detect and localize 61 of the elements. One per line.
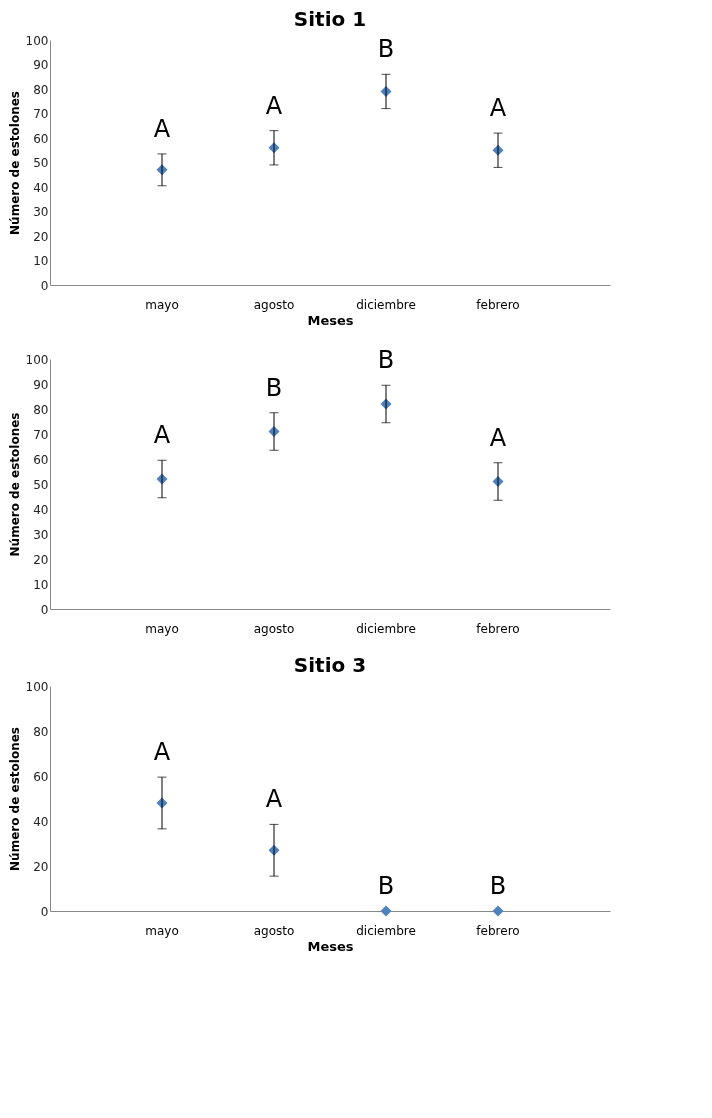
x-axis-title: Meses: [307, 938, 354, 954]
annotation: B: [377, 346, 395, 375]
y-tick-label: 100: [25, 352, 49, 367]
annotation: A: [153, 114, 171, 143]
annotation: A: [265, 785, 283, 814]
annotation: A: [265, 91, 283, 120]
y-tick-label: 60: [33, 131, 49, 146]
x-tick-label: diciembre: [356, 923, 416, 938]
annotation: B: [377, 872, 395, 900]
x-tick-label: agosto: [253, 621, 295, 636]
y-tick-label: 20: [33, 859, 49, 874]
chart-title: Sitio 1: [293, 7, 367, 31]
chart-title: Sitio 3: [293, 653, 367, 677]
y-tick-label: 20: [33, 229, 49, 244]
annotation: B: [265, 373, 283, 402]
y-tick-label: 90: [33, 58, 49, 72]
x-tick-label: diciembre: [356, 297, 416, 312]
x-tick-label: febrero: [476, 297, 520, 312]
y-axis-title: Número de estolones: [7, 91, 22, 235]
y-tick-label: 60: [33, 769, 49, 784]
x-tick-label: febrero: [476, 923, 520, 938]
y-tick-label: 0: [40, 602, 49, 617]
x-tick-label: mayo: [145, 297, 179, 312]
y-tick-label: 10: [33, 254, 49, 268]
x-tick-label: mayo: [145, 621, 179, 636]
y-tick-label: 70: [33, 427, 49, 442]
y-tick-label: 30: [33, 527, 49, 542]
y-tick-label: 50: [33, 477, 49, 492]
annotation: A: [489, 423, 507, 452]
y-tick-label: 70: [33, 107, 49, 121]
y-tick-label: 100: [25, 33, 49, 48]
x-axis-title: Meses: [307, 312, 354, 328]
x-tick-label: agosto: [253, 297, 295, 312]
annotation: B: [489, 872, 507, 900]
annotation: B: [377, 35, 395, 64]
x-tick-label: agosto: [253, 923, 295, 938]
point: [492, 905, 504, 917]
y-tick-label: 80: [33, 402, 49, 417]
y-tick-label: 90: [33, 377, 49, 392]
annotation: A: [153, 421, 171, 450]
y-axis-title: Número de estolones: [7, 412, 22, 557]
y-tick-label: 50: [33, 156, 49, 170]
annotation: A: [489, 94, 507, 123]
x-tick-label: febrero: [476, 621, 520, 636]
y-tick-label: 30: [33, 205, 49, 219]
y-tick-label: 80: [33, 82, 49, 97]
x-tick-label: mayo: [145, 923, 179, 938]
y-tick-label: 10: [33, 577, 49, 592]
y-tick-label: 100: [25, 679, 49, 694]
y-tick-label: 40: [33, 502, 49, 517]
x-tick-label: diciembre: [356, 621, 416, 636]
annotation: A: [153, 738, 171, 767]
y-tick-label: 80: [33, 724, 49, 739]
y-axis-title: Número de estolones: [7, 727, 22, 871]
y-tick-label: 60: [33, 452, 49, 467]
point: [380, 905, 392, 917]
y-tick-label: 40: [33, 180, 49, 195]
y-tick-label: 0: [40, 904, 49, 919]
y-tick-label: 0: [40, 278, 49, 293]
y-tick-label: 40: [33, 814, 49, 829]
y-tick-label: 20: [33, 552, 49, 567]
